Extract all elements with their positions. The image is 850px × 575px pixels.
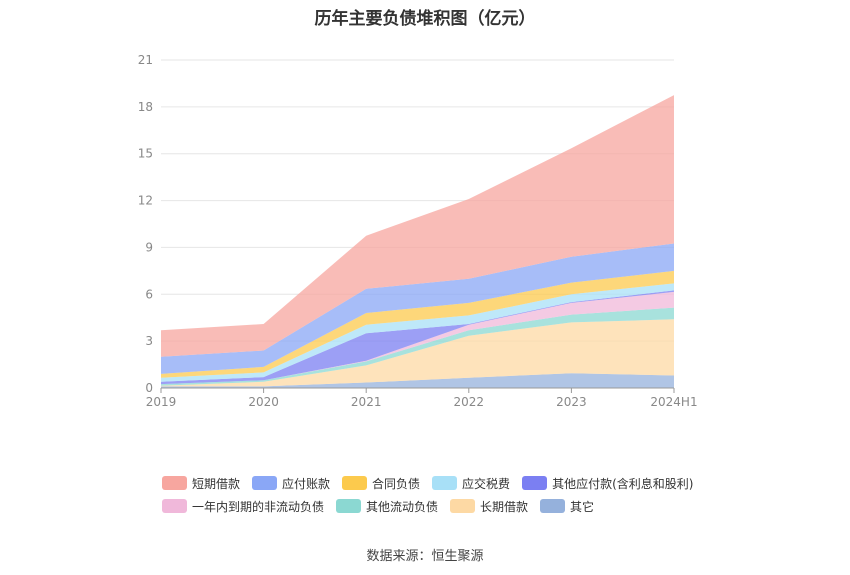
x-tick-label: 2021 — [351, 395, 382, 409]
legend-swatch — [342, 476, 368, 490]
legend-swatch — [540, 499, 566, 513]
legend-label: 合同负债 — [372, 476, 421, 491]
legend-label: 其它 — [570, 499, 595, 514]
legend-label: 其他流动负债 — [366, 499, 439, 514]
legend-label: 长期借款 — [480, 499, 529, 514]
x-tick-label: 2019 — [146, 395, 177, 409]
legend-item[interactable]: 应付账款 — [252, 475, 330, 492]
x-tick-label: 2020 — [248, 395, 279, 409]
legend-swatch — [252, 476, 278, 490]
y-tick-label: 0 — [145, 381, 153, 395]
legend-swatch — [522, 476, 548, 490]
area-series-长期借款 — [161, 319, 674, 387]
legend-swatch — [450, 499, 476, 513]
legend-row: 短期借款 应付账款 合同负债 应交税费 其他应付款(含利息和股利) — [162, 472, 762, 494]
y-tick-label: 21 — [138, 53, 153, 67]
x-tick-label: 2022 — [454, 395, 485, 409]
y-tick-label: 15 — [138, 147, 153, 161]
legend-item[interactable]: 短期借款 — [162, 475, 240, 492]
legend-label: 一年内到期的非流动负债 — [192, 499, 325, 514]
legend-label: 其他应付款(含利息和股利) — [552, 476, 694, 491]
x-tick-label: 2023 — [556, 395, 587, 409]
y-tick-label: 6 — [145, 287, 153, 301]
legend-label: 应付账款 — [282, 476, 331, 491]
area-series-合同负债 — [161, 270, 674, 378]
area-series-应付账款 — [161, 243, 674, 374]
legend-item[interactable]: 其它 — [540, 498, 594, 515]
legend-swatch — [432, 476, 458, 490]
legend-swatch — [162, 476, 187, 490]
legend-item[interactable]: 长期借款 — [450, 498, 528, 515]
area-series — [161, 95, 674, 388]
y-tick-label: 12 — [138, 194, 153, 208]
area-series-其他应付款(含利息和股利) — [161, 290, 674, 385]
legend-item[interactable]: 合同负债 — [342, 475, 420, 492]
data-source: 数据来源：恒生聚源 — [366, 549, 484, 564]
y-tick-label: 9 — [145, 240, 153, 254]
legend-label: 应交税费 — [462, 476, 511, 491]
area-series-其他流动负债 — [161, 307, 674, 386]
legend-item[interactable]: 一年内到期的非流动负债 — [162, 498, 324, 515]
legend-label: 短期借款 — [192, 476, 241, 491]
area-series-应交税费 — [161, 283, 674, 382]
legend-item[interactable]: 其他应付款(含利息和股利) — [522, 475, 693, 492]
legend-item[interactable]: 应交税费 — [432, 475, 510, 492]
area-series-其它 — [161, 373, 674, 388]
area-series-一年内到期的非流动负债 — [161, 291, 674, 385]
chart-title: 历年主要负债堆积图（亿元） — [314, 9, 536, 29]
legend-item[interactable]: 其他流动负债 — [336, 498, 438, 515]
y-tick-label: 3 — [145, 334, 153, 348]
legend-swatch — [336, 499, 362, 513]
area-series-短期借款 — [161, 95, 674, 357]
stacked-area-chart: 0 3 6 9 12 15 18 21 2019 2020 2021 2022 2023 2024H1 — [138, 53, 698, 409]
y-tick-label: 18 — [138, 100, 153, 114]
legend-swatch — [162, 499, 187, 513]
axes: 0 3 6 9 12 15 18 21 2019 2020 2021 2022 2023 2024H1 — [138, 53, 698, 409]
legend: 短期借款 应付账款 合同负债 应交税费 其他应付款(含利息和股利) 一年内到期的非流动负… — [162, 472, 762, 518]
legend-row: 一年内到期的非流动负债 其他流动负债 长期借款 其它 — [162, 495, 762, 517]
x-tick-label: 2024H1 — [650, 395, 697, 409]
